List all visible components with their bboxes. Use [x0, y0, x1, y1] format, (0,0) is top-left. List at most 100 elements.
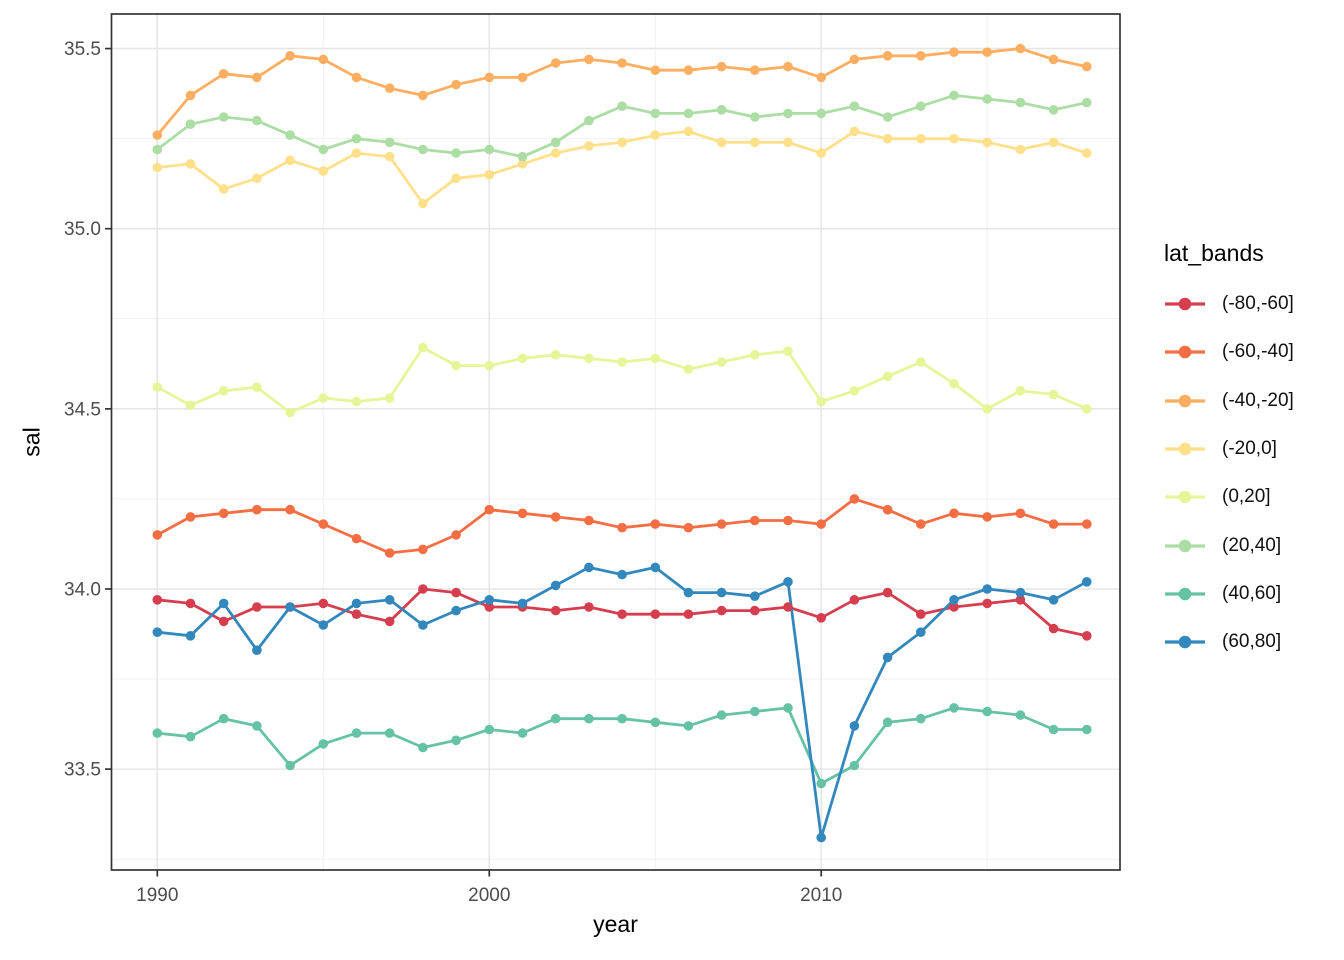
legend-key-icon [1165, 539, 1205, 552]
data-point [849, 386, 860, 396]
legend: lat_bands (-80,-60] (-60,-40] (-40,-20] (-2… [1164, 240, 1294, 666]
data-point [1048, 54, 1059, 65]
data-point [550, 605, 561, 616]
data-point [517, 353, 528, 364]
data-point [451, 79, 461, 90]
data-point [1082, 631, 1092, 641]
data-point [783, 346, 793, 357]
data-point [185, 731, 196, 742]
data-point [849, 760, 860, 771]
data-point [384, 616, 395, 627]
data-point [384, 83, 395, 93]
data-point [451, 735, 461, 746]
data-point [351, 133, 362, 144]
data-point [949, 47, 959, 57]
data-point [650, 130, 661, 140]
data-point [916, 357, 926, 367]
data-point [584, 115, 594, 126]
data-point [451, 530, 461, 540]
legend-key-icon [1165, 491, 1205, 504]
data-point [484, 144, 495, 155]
data-point [318, 739, 329, 749]
data-point [617, 569, 627, 580]
data-point [617, 58, 627, 68]
y-axis-title: sal [18, 427, 45, 457]
data-point [285, 760, 295, 771]
data-point [185, 90, 196, 101]
x-tick-label: 2010 [800, 885, 842, 906]
data-point [1082, 148, 1092, 158]
data-point [1048, 389, 1059, 400]
data-point [982, 584, 992, 594]
data-point [949, 133, 959, 144]
data-point [252, 72, 262, 83]
data-point [750, 515, 760, 526]
data-point [882, 652, 893, 663]
legend-item-label: (-80,-60] [1222, 293, 1294, 315]
data-point [949, 90, 959, 101]
data-point [949, 703, 959, 713]
data-point [584, 515, 594, 526]
y-tick-label: 33.5 [64, 760, 101, 781]
legend-item: (60,80] [1164, 618, 1294, 666]
data-point [584, 713, 594, 724]
data-point [484, 602, 495, 612]
data-point [617, 137, 627, 148]
data-point [949, 378, 959, 389]
y-tick-label: 34.0 [64, 579, 101, 600]
data-point [484, 724, 495, 735]
panel-background [111, 14, 1120, 870]
data-point [816, 613, 826, 623]
data-point [517, 598, 528, 609]
data-point [550, 58, 561, 68]
data-point [550, 350, 561, 360]
data-point [318, 519, 329, 529]
data-point [783, 137, 793, 148]
data-point [318, 598, 329, 609]
data-point [185, 400, 196, 411]
data-point [384, 393, 395, 403]
data-point [550, 148, 561, 158]
data-point [916, 51, 926, 61]
data-point [1082, 61, 1092, 72]
data-point [1082, 724, 1092, 735]
data-point [351, 148, 362, 158]
data-point [418, 198, 428, 209]
legend-item-label: (20,40] [1222, 534, 1282, 556]
data-point [285, 602, 295, 612]
data-point [451, 360, 461, 371]
data-point [849, 101, 860, 111]
data-point [584, 602, 594, 612]
data-point [152, 595, 163, 605]
data-point [716, 605, 727, 616]
data-point [185, 598, 196, 609]
data-point [1015, 508, 1026, 519]
legend-item: (-20,0] [1164, 425, 1294, 473]
data-point [716, 105, 727, 115]
data-point [252, 382, 262, 393]
data-point [650, 353, 661, 364]
data-point [517, 728, 528, 738]
legend-key-icon [1165, 394, 1205, 408]
data-point [716, 357, 727, 367]
data-point [152, 130, 163, 140]
data-point [783, 602, 793, 612]
series-points-6 [152, 703, 1092, 789]
data-point [882, 717, 893, 728]
data-point [252, 602, 262, 612]
data-point [783, 61, 793, 72]
legend-key-icon [1165, 297, 1205, 311]
data-point [351, 609, 362, 619]
data-point [982, 512, 992, 522]
series-points-4 [152, 342, 1092, 418]
data-point [418, 144, 428, 155]
data-point [1048, 519, 1059, 529]
data-point [716, 710, 727, 720]
data-point [617, 101, 627, 111]
data-point [252, 173, 262, 184]
data-point [650, 519, 661, 529]
data-point [1015, 710, 1026, 720]
data-point [351, 72, 362, 83]
data-point [650, 609, 661, 619]
data-point [816, 832, 826, 843]
